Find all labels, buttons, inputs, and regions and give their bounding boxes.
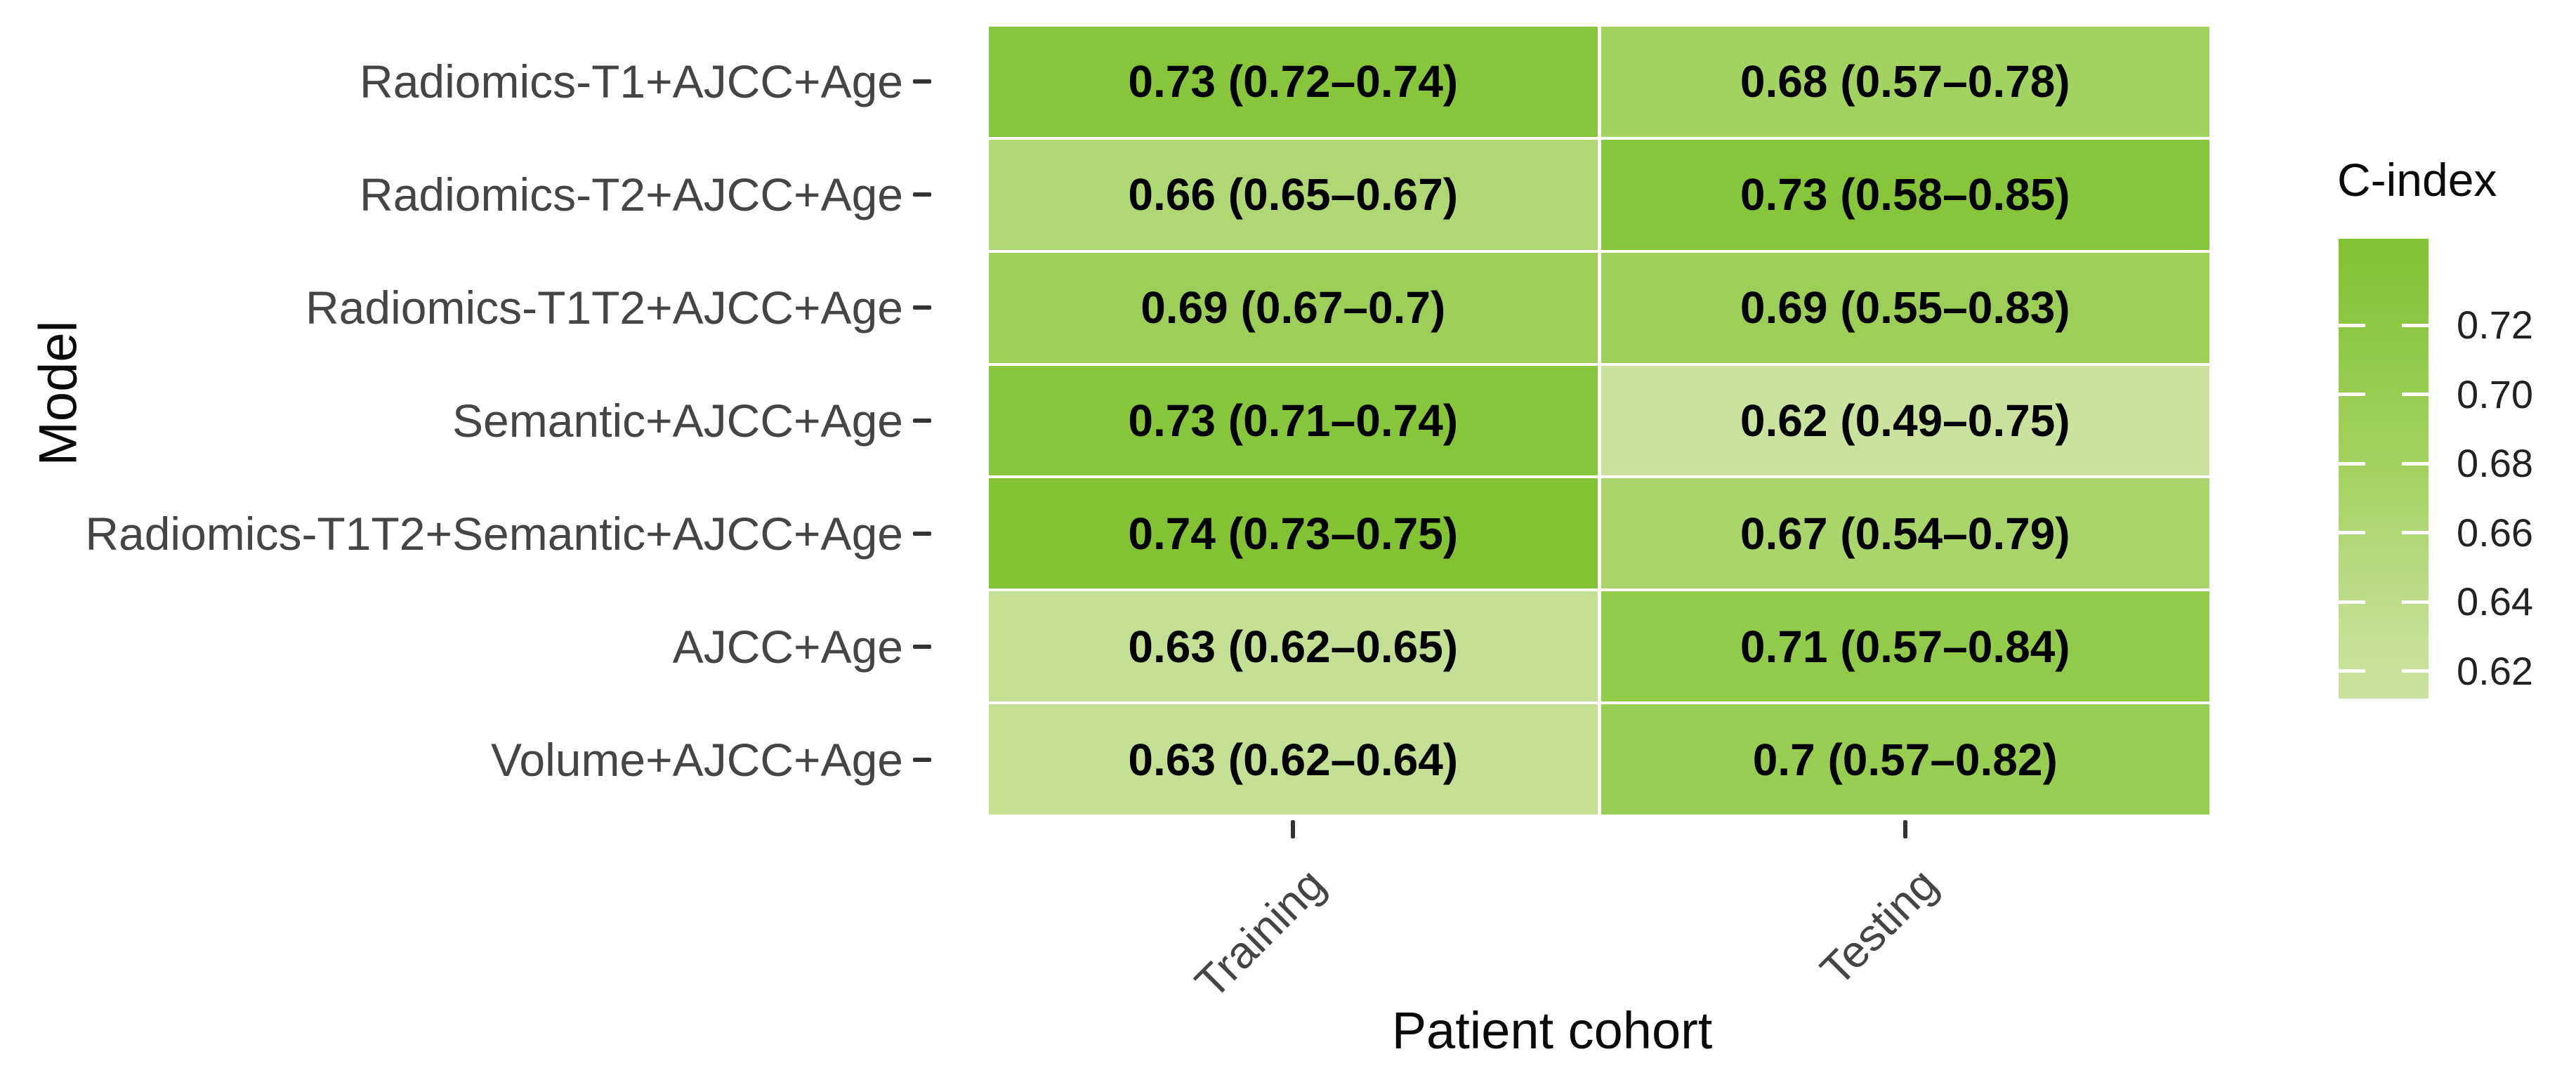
y-axis-tick bbox=[913, 192, 931, 197]
y-axis-label: Radiomics-T1T2+Semantic+AJCC+Age bbox=[85, 507, 903, 560]
legend-title: C-index bbox=[2337, 154, 2497, 206]
y-axis-tick bbox=[913, 79, 931, 84]
legend-tick-mark bbox=[2402, 669, 2429, 673]
legend-tick-label: 0.64 bbox=[2457, 579, 2533, 624]
y-axis-label: Volume+AJCC+Age bbox=[490, 733, 903, 786]
legend-tick-label: 0.70 bbox=[2457, 371, 2533, 416]
legend-tick-mark bbox=[2402, 531, 2429, 535]
x-axis-title: Patient cohort bbox=[1391, 1001, 1713, 1060]
x-axis-tick bbox=[1291, 820, 1296, 838]
heatmap-cell: 0.66 (0.65–0.67) bbox=[989, 139, 1598, 250]
legend-tick-label: 0.72 bbox=[2457, 303, 2533, 348]
heatmap-cell: 0.7 (0.57–0.82) bbox=[1601, 704, 2209, 815]
y-axis-label: Radiomics-T1T2+AJCC+Age bbox=[305, 282, 903, 334]
legend-tick-label: 0.62 bbox=[2457, 648, 2533, 693]
heatmap-cell: 0.74 (0.73–0.75) bbox=[989, 478, 1598, 589]
legend-tick-mark bbox=[2402, 323, 2429, 327]
legend-tick-mark bbox=[2339, 600, 2365, 604]
heatmap-cell: 0.71 (0.57–0.84) bbox=[1601, 591, 2209, 702]
legend-tick-label: 0.66 bbox=[2457, 510, 2533, 555]
x-axis-tick bbox=[1903, 820, 1907, 838]
heatmap-cell: 0.73 (0.72–0.74) bbox=[989, 27, 1598, 137]
y-axis-label: Radiomics-T2+AJCC+Age bbox=[360, 169, 903, 221]
heatmap-cell: 0.62 (0.49–0.75) bbox=[1601, 365, 2209, 476]
heatmap-cell: 0.67 (0.54–0.79) bbox=[1601, 478, 2209, 589]
legend-tick-mark bbox=[2402, 461, 2429, 466]
heatmap-cell: 0.73 (0.58–0.85) bbox=[1601, 139, 2209, 250]
y-axis-label: Radiomics-T1+AJCC+Age bbox=[360, 55, 903, 108]
heatmap-cell: 0.63 (0.62–0.64) bbox=[989, 704, 1598, 815]
y-axis-tick bbox=[913, 644, 931, 649]
y-axis-title: Model bbox=[28, 320, 88, 466]
x-axis-label: Testing bbox=[1811, 858, 1947, 996]
heatmap-cell: 0.73 (0.71–0.74) bbox=[989, 365, 1598, 476]
heatmap-cell: 0.69 (0.67–0.7) bbox=[989, 252, 1598, 363]
heatmap-cell: 0.69 (0.55–0.83) bbox=[1601, 252, 2209, 363]
y-axis-tick bbox=[913, 419, 931, 423]
y-axis-tick bbox=[913, 305, 931, 310]
legend-tick-mark bbox=[2339, 531, 2365, 535]
legend-tick-mark bbox=[2339, 323, 2365, 327]
legend-tick-label: 0.68 bbox=[2457, 441, 2533, 486]
heatmap-cell: 0.68 (0.57–0.78) bbox=[1601, 27, 2209, 137]
y-axis-label: Semantic+AJCC+Age bbox=[452, 395, 903, 447]
y-axis-label: AJCC+Age bbox=[672, 620, 903, 673]
legend-tick-mark bbox=[2339, 393, 2365, 397]
x-axis-label: Training bbox=[1185, 858, 1335, 1008]
legend-tick-mark bbox=[2339, 669, 2365, 673]
legend-tick-mark bbox=[2402, 393, 2429, 397]
legend-gradient-bar bbox=[2339, 239, 2429, 699]
heatmap-cell: 0.63 (0.62–0.65) bbox=[989, 591, 1598, 702]
y-axis-tick bbox=[913, 531, 931, 536]
legend-tick-mark bbox=[2402, 600, 2429, 604]
legend-tick-mark bbox=[2339, 461, 2365, 466]
y-axis-tick bbox=[913, 757, 931, 762]
